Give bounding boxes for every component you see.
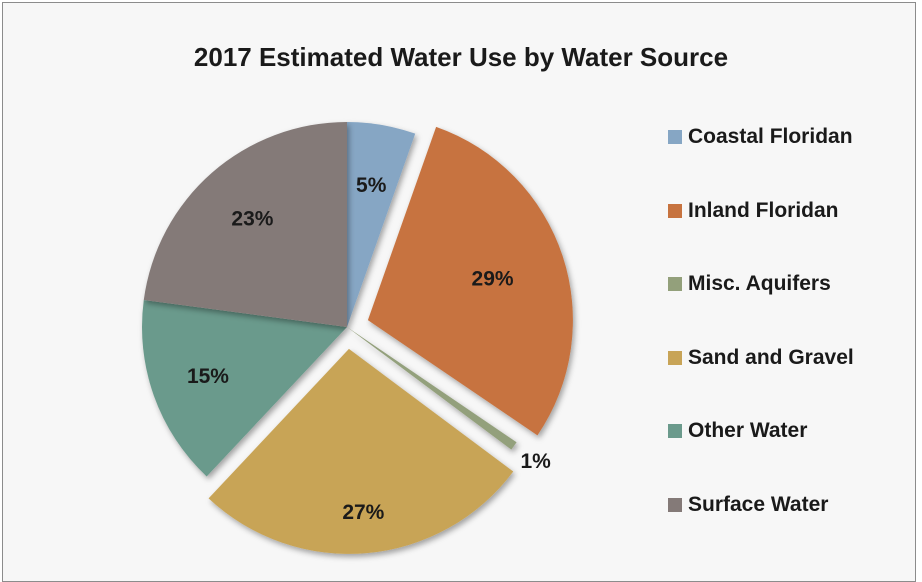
data-label-misc-aquifers: 1% <box>521 450 552 473</box>
legend-swatch <box>668 424 682 439</box>
legend-item-misc-aquifers: Misc. Aquifers <box>668 271 854 297</box>
legend-item-surface-water: Surface Water <box>668 492 854 518</box>
legend-label: Surface Water <box>688 492 829 516</box>
legend-swatch <box>668 203 682 218</box>
pie-slice-other-water <box>142 300 347 477</box>
pie-slice-coastal-floridan <box>347 122 416 327</box>
legend-swatch <box>668 497 682 512</box>
pie-slice-inland-floridan <box>367 126 573 436</box>
legend-label: Coastal Floridan <box>688 125 853 148</box>
legend-swatch <box>668 350 682 365</box>
legend-swatch <box>668 130 682 144</box>
data-label-inland-floridan: 29% <box>472 268 514 291</box>
data-label-coastal-floridan: 5% <box>356 174 387 197</box>
data-label-surface-water: 23% <box>231 208 273 231</box>
legend-item-other-water: Other Water <box>668 418 854 444</box>
chart-legend: Coastal Floridan Inland Floridan Misc. Aqu… <box>668 124 854 566</box>
chart-title: 2017 Estimated Water Use by Water Source <box>193 42 729 72</box>
legend-item-inland-floridan: Inland Floridan <box>668 198 854 224</box>
legend-item-sand-and-gravel: Sand and Gravel <box>668 345 854 371</box>
pie-chart: 5% 29% 1% 27% 15% 23% <box>142 122 573 554</box>
legend-swatch <box>668 277 682 292</box>
legend-label: Sand and Gravel <box>688 345 854 369</box>
data-label-sand-and-gravel: 27% <box>342 501 384 524</box>
data-label-other-water: 15% <box>187 365 229 388</box>
legend-label: Inland Floridan <box>688 198 839 222</box>
legend-label: Misc. Aquifers <box>688 272 831 296</box>
pie-slice-sand-and-gravel <box>208 348 514 554</box>
legend-item-coastal-floridan: Coastal Floridan <box>668 124 854 150</box>
legend-label: Other Water <box>688 419 808 443</box>
pie-slice-misc-aquifers <box>347 327 517 450</box>
pie-slice-surface-water <box>143 122 347 327</box>
